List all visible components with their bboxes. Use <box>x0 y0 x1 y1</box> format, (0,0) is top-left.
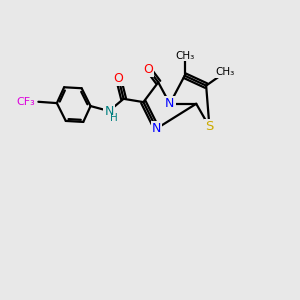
Text: CF₃: CF₃ <box>17 97 35 107</box>
Text: H: H <box>110 113 118 123</box>
Text: N: N <box>104 104 114 118</box>
Text: O: O <box>143 63 153 76</box>
Text: O: O <box>114 73 124 85</box>
Text: N: N <box>165 97 175 110</box>
Text: CH₃: CH₃ <box>215 68 235 77</box>
Text: CH₃: CH₃ <box>175 51 194 61</box>
Text: N: N <box>152 122 161 135</box>
Text: S: S <box>205 120 214 134</box>
